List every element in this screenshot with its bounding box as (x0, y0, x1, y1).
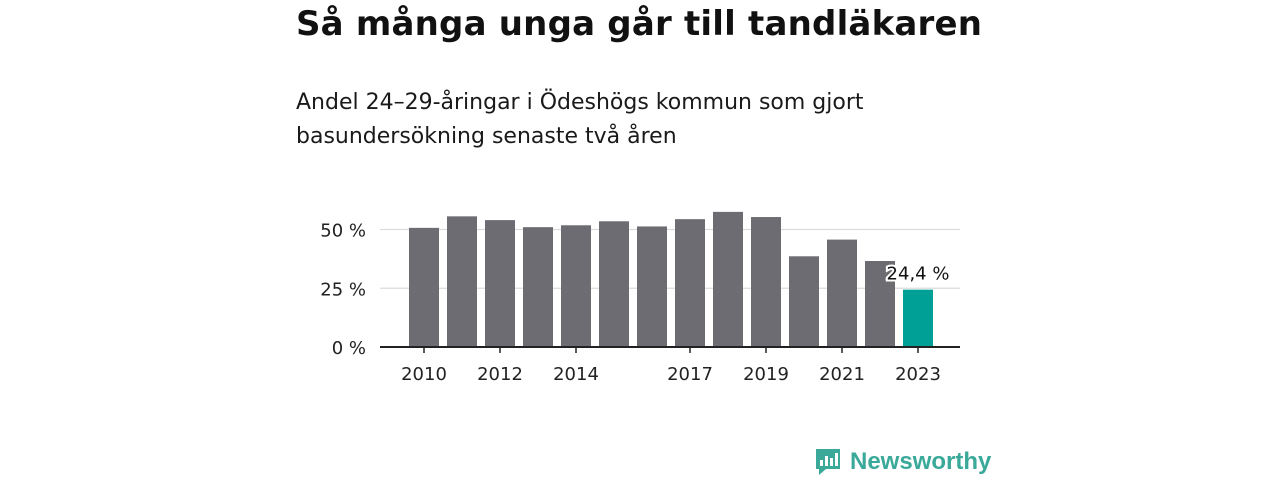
y-tick-label: 50 % (320, 221, 366, 242)
chart-title: Så många unga går till tandläkaren (296, 4, 983, 44)
bar-2020 (789, 256, 819, 347)
data-label-highlight: 24,4 % (887, 264, 950, 285)
y-tick-label: 25 % (320, 279, 366, 300)
bar-2017 (675, 219, 705, 347)
x-tick-label: 2023 (895, 364, 941, 385)
x-tick-label: 2021 (819, 364, 865, 385)
bar-2013 (523, 227, 553, 347)
newsworthy-logo-icon (816, 449, 840, 475)
chart-subtitle: Andel 24–29-åringar i Ödeshögs kommun so… (296, 90, 864, 149)
bar-2022 (865, 260, 895, 347)
x-tick-label: 2017 (667, 364, 713, 385)
brand-logo: Newsworthy (814, 446, 991, 478)
brand-name: Newsworthy (850, 448, 992, 475)
bar-2011 (447, 216, 477, 347)
bar-2010 (409, 227, 439, 347)
bar-2023 (903, 289, 933, 347)
x-tick-label: 2019 (743, 364, 789, 385)
x-tick-label: 2014 (553, 364, 599, 385)
x-tick-label: 2010 (401, 364, 447, 385)
bar-2019 (751, 217, 781, 347)
bar-2016 (637, 226, 667, 347)
x-tick-label: 2012 (477, 364, 523, 385)
bar-2015 (599, 221, 629, 347)
bar-2021 (827, 239, 857, 347)
y-tick-label: 0 % (332, 338, 366, 359)
bar-2012 (485, 220, 515, 347)
bar-2014 (561, 225, 591, 347)
bar-2018 (713, 211, 743, 347)
